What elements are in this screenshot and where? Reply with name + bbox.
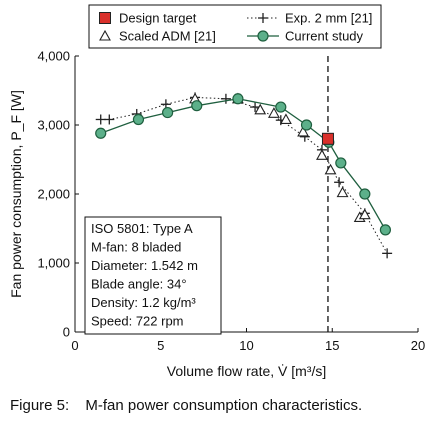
x-axis-label: Volume flow rate, V̇ [m³/s] bbox=[167, 363, 327, 379]
axes: 0 5 10 15 20 0 1,000 2,000 3,000 4,000 Volume flow… bbox=[8, 49, 425, 380]
legend-marker bbox=[99, 29, 111, 41]
legend-entry: Exp. 2 mm [21] bbox=[247, 11, 372, 26]
info-line: Diameter: 1.542 m bbox=[91, 258, 198, 273]
legend: Design target Exp. 2 mm [21] Scaled ADM [2… bbox=[88, 4, 382, 49]
data-point bbox=[275, 101, 287, 113]
legend-entry: Current study bbox=[247, 29, 364, 44]
data-point bbox=[316, 149, 328, 160]
data-point bbox=[379, 224, 392, 236]
data-point bbox=[300, 119, 313, 131]
data-point bbox=[297, 125, 310, 137]
data-point bbox=[162, 106, 174, 119]
data-point bbox=[336, 186, 349, 198]
legend-label: Design target bbox=[119, 11, 197, 26]
y-tick-label: 0 bbox=[63, 325, 70, 340]
data-point bbox=[232, 93, 244, 105]
legend-marker bbox=[99, 12, 111, 24]
y-tick-label: 1,000 bbox=[37, 256, 70, 271]
data-point bbox=[254, 103, 267, 115]
info-line: Density: 1.2 kg/m³ bbox=[91, 295, 196, 310]
data-point bbox=[358, 208, 371, 220]
data-point bbox=[132, 113, 145, 126]
data-point bbox=[95, 127, 107, 139]
data-point bbox=[335, 157, 347, 169]
y-tick-label: 4,000 bbox=[37, 49, 70, 64]
figure-caption: Figure 5: M-fan power consumption charac… bbox=[10, 397, 430, 414]
caption-number: Figure 5: bbox=[10, 397, 70, 414]
data-point bbox=[382, 248, 393, 259]
data-point bbox=[220, 93, 231, 104]
series-scaled-adm-21 bbox=[189, 92, 371, 223]
caption-text: M-fan power consumption characteristics. bbox=[85, 397, 363, 414]
info-box-frame bbox=[84, 216, 222, 335]
y-tick-label: 2,000 bbox=[37, 187, 70, 202]
x-tick-label: 10 bbox=[239, 338, 253, 353]
plot-area bbox=[95, 56, 393, 332]
x-tick-label: 20 bbox=[411, 338, 425, 353]
info-line: ISO 5801: Type A bbox=[91, 221, 193, 236]
legend-entry: Scaled ADM [21] bbox=[99, 29, 216, 44]
legend-label: Current study bbox=[285, 29, 364, 44]
x-tick-label: 15 bbox=[325, 338, 339, 353]
data-point bbox=[95, 114, 106, 125]
info-box: ISO 5801: Type A M-fan: 8 bladed Diameter:… bbox=[84, 216, 222, 335]
data-point bbox=[191, 100, 203, 112]
legend-label: Exp. 2 mm [21] bbox=[285, 11, 372, 26]
legend-entry: Design target bbox=[99, 11, 197, 26]
y-tick-label: 3,000 bbox=[37, 118, 70, 133]
info-line: M-fan: 8 bladed bbox=[91, 240, 181, 255]
data-point bbox=[334, 177, 345, 188]
legend-marker bbox=[258, 13, 268, 23]
data-point bbox=[104, 114, 115, 125]
data-point bbox=[268, 107, 280, 118]
info-line: Blade angle: 34° bbox=[91, 277, 187, 292]
y-axis-label: Fan power consumption, P_F [W] bbox=[8, 90, 24, 298]
legend-marker bbox=[257, 30, 269, 42]
data-point bbox=[280, 113, 292, 125]
x-tick-label: 0 bbox=[71, 338, 78, 353]
x-tick-label: 5 bbox=[157, 338, 164, 353]
series-design-target bbox=[321, 132, 334, 145]
legend-frame bbox=[88, 4, 382, 49]
data-point bbox=[321, 132, 334, 145]
data-point bbox=[324, 163, 337, 175]
series-current-study bbox=[95, 93, 392, 236]
legend-label: Scaled ADM [21] bbox=[119, 29, 216, 44]
data-point bbox=[359, 188, 371, 200]
info-line: Speed: 722 rpm bbox=[91, 314, 184, 329]
